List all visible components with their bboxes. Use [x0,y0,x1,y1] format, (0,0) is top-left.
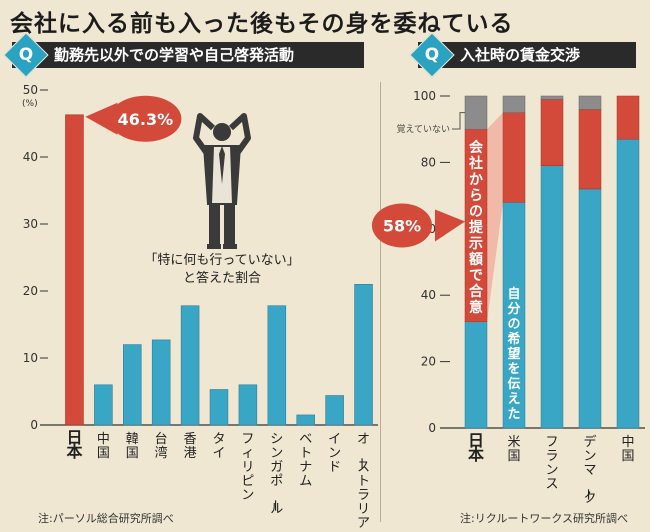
y-tick-label: 30 [23,217,38,231]
stacked-segment-1 [502,112,526,203]
stressed-businessman-icon [193,113,251,249]
callout-value: 46.3% [118,110,174,129]
x-category-label: ベトナム [299,432,312,489]
callout-bubble [372,203,432,248]
y-axis-unit: (%) [22,99,38,109]
stacked-segment-2 [502,95,526,113]
bar-4 [180,305,200,426]
bar-7 [267,305,287,426]
x-category-label: インド [328,432,341,475]
stacked-segment-2 [464,95,488,130]
bar-8 [296,414,315,426]
bar-5 [209,389,229,426]
page-headline: 会社に入る前も入った後もその身を委ねている [10,11,514,37]
stacked-segment-2 [578,95,602,110]
stacked-segment-0 [578,188,602,429]
right-question-bar: Q 入社時の賃金交渉 [409,32,636,78]
bar-3 [151,339,171,426]
x-category-label: 香港 [184,432,197,461]
callout-bubble [109,95,182,142]
x-category-label: シンガポール [266,432,283,517]
bar-6 [238,384,258,426]
stacked-segment-2 [540,95,564,100]
bar-1 [94,384,113,426]
stacked-segment-0 [616,138,640,429]
series-label-requested: 自分の希望を伝えた [507,286,520,422]
x-category-label: 日本 [468,431,484,464]
stacked-segment-0 [540,165,564,429]
x-category-label: タイ [212,432,225,461]
y-tick-label: 40 [23,150,38,164]
stacked-segment-1 [616,95,640,140]
x-category-label: 米国 [507,435,520,464]
stacked-segment-1 [578,109,602,190]
left-source-note: 注:パーソル総合研究所調べ [38,512,174,525]
callout-pointer [85,102,118,135]
stacked-segment-1 [540,99,564,166]
x-category-label: 日本 [66,428,82,461]
left-chart-title: 勤務先以外での学習や自己啓発活動 [54,46,295,64]
left-question-bar: Q 勤務先以外での学習や自己啓発活動 [3,32,364,78]
comparison-band [487,112,503,322]
x-category-label: 韓国 [126,432,139,461]
callout-pointer [435,209,465,242]
annotation-line-1: 「特に何も行っていない」 [144,252,299,268]
x-category-label: 中国 [621,435,634,464]
bar-2 [123,344,142,426]
right-source-note: 注:リクルートワークス研究所調べ [460,512,629,525]
y-tick-label: 50 [23,83,38,97]
series-label-agreed: 会社からの提示額で合意 [468,139,484,316]
y-tick-label: 20 [421,355,436,369]
x-category-label: フィリピン [241,432,254,503]
panel-divider [380,82,381,522]
x-category-label: デンマーク [579,434,596,506]
y-tick-label: 20 [23,284,38,298]
series-label-dontremember: 覚えていない [396,123,450,135]
x-category-label: 中国 [97,432,110,461]
y-tick-label: 0 [428,421,436,435]
bar-0 [65,114,84,426]
leader-line [452,112,465,130]
y-tick-label: 100 [413,89,436,103]
y-tick-label: 0 [30,418,38,432]
x-category-label: オーストラリア [353,432,370,531]
y-tick-label: 80 [421,155,436,169]
stacked-segment-0 [464,321,488,429]
y-tick-label: 40 [421,288,436,302]
annotation-line-2: と答えた割合 [183,270,261,286]
callout-value: 58% [383,216,421,235]
bar-10 [354,283,373,426]
bar-9 [325,395,344,426]
x-category-label: フランス [545,435,558,492]
right-chart-title: 入社時の賃金交渉 [460,46,581,64]
y-tick-label: 10 [23,351,38,365]
x-category-label: 台湾 [155,432,168,461]
